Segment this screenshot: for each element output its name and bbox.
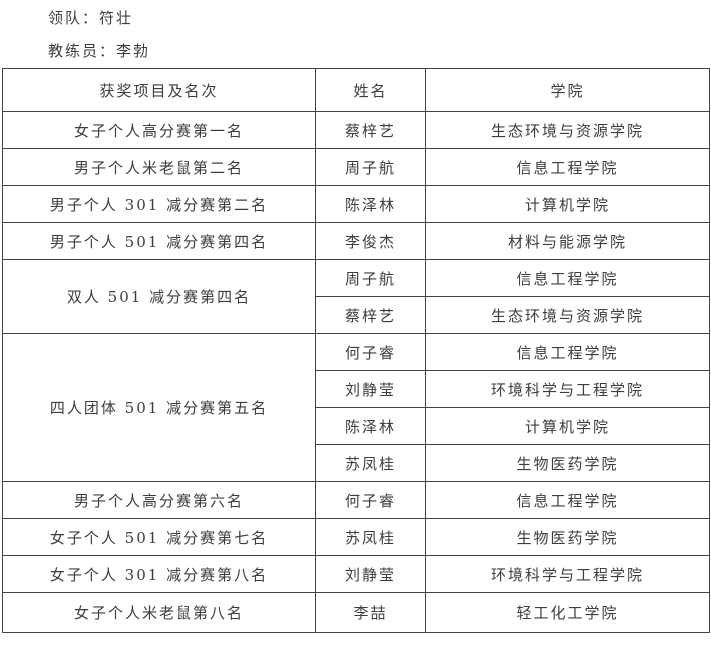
table-row: 女子个人 301 减分赛第八名 刘静莹 环境科学与工程学院 [2,555,710,593]
name-cell: 陈泽林 [315,407,426,445]
team-leader-line: 领队：符壮 [48,9,134,27]
name-cell: 蔡梓艺 [315,111,426,149]
awards-table: 获奖项目及名次 姓名 学院 女子个人高分赛第一名 蔡梓艺 生态环境与资源学院 男子个人… [2,68,710,633]
name-cell: 苏凤桂 [315,518,426,556]
college-cell: 计算机学院 [425,407,710,445]
event-cell: 四人团体 501 减分赛第五名 [2,333,316,482]
college-cell: 材料与能源学院 [425,222,710,260]
college-cell: 信息工程学院 [425,333,710,371]
event-cell: 女子个人米老鼠第八名 [2,592,316,633]
event-cell: 男子个人米老鼠第二名 [2,148,316,186]
event-cell: 女子个人 501 减分赛第七名 [2,518,316,556]
column-header-college: 学院 [425,68,710,112]
table-row: 男子个人 501 减分赛第四名 李俊杰 材料与能源学院 [2,222,710,260]
table-row: 刘静莹 环境科学与工程学院 [3,370,710,408]
name-cell: 刘静莹 [315,370,426,408]
table-header-row: 获奖项目及名次 姓名 学院 [2,68,710,112]
name-cell: 陈泽林 [315,185,426,223]
name-cell: 何子睿 [315,481,426,519]
name-cell: 刘静莹 [315,555,426,593]
college-cell: 生态环境与资源学院 [425,111,710,149]
college-cell: 生物医药学院 [425,444,710,482]
coach-line: 教练员：李勃 [48,42,151,60]
name-cell: 蔡梓艺 [315,296,426,334]
table-row: 男子个人高分赛第六名 何子睿 信息工程学院 [2,481,710,519]
column-header-event: 获奖项目及名次 [2,68,316,112]
event-cell: 女子个人 301 减分赛第八名 [2,555,316,593]
college-cell: 信息工程学院 [425,259,710,297]
event-cell: 双人 501 减分赛第四名 [2,259,316,334]
name-cell: 李喆 [315,592,426,633]
event-cell: 男子个人 501 减分赛第四名 [2,222,316,260]
table-row: 女子个人 501 减分赛第七名 苏凤桂 生物医药学院 [2,518,710,556]
table-row: 男子个人 301 减分赛第二名 陈泽林 计算机学院 [2,185,710,223]
column-header-name: 姓名 [315,68,426,112]
name-cell: 何子睿 [315,333,426,371]
name-cell: 苏凤桂 [315,444,426,482]
college-cell: 计算机学院 [425,185,710,223]
college-cell: 生态环境与资源学院 [425,296,710,334]
college-cell: 环境科学与工程学院 [425,555,710,593]
college-cell: 生物医药学院 [425,518,710,556]
event-cell: 男子个人高分赛第六名 [2,481,316,519]
table-row: 四人团体 501 减分赛第五名 何子睿 信息工程学院 [2,333,710,482]
table-row: 男子个人米老鼠第二名 周子航 信息工程学院 [2,148,710,186]
table-row: 女子个人米老鼠第八名 李喆 轻工化工学院 [2,592,710,633]
name-cell: 周子航 [315,148,426,186]
name-cell: 周子航 [315,259,426,297]
event-cell: 男子个人 301 减分赛第二名 [2,185,316,223]
table-row: 陈泽林 计算机学院 [3,407,710,445]
name-cell: 李俊杰 [315,222,426,260]
college-cell: 信息工程学院 [425,148,710,186]
college-cell: 轻工化工学院 [425,592,710,633]
table-row: 女子个人高分赛第一名 蔡梓艺 生态环境与资源学院 [2,111,710,149]
event-cell: 女子个人高分赛第一名 [2,111,316,149]
document-page: 领队：符壮 教练员：李勃 获奖项目及名次 姓名 学院 女子个人高分赛第一名 蔡梓艺… [0,10,711,633]
college-cell: 信息工程学院 [425,481,710,519]
table-row: 苏凤桂 生物医药学院 [3,444,710,482]
table-row: 蔡梓艺 生态环境与资源学院 [3,296,710,334]
table-row: 双人 501 减分赛第四名 周子航 信息工程学院 [2,259,710,334]
college-cell: 环境科学与工程学院 [425,370,710,408]
